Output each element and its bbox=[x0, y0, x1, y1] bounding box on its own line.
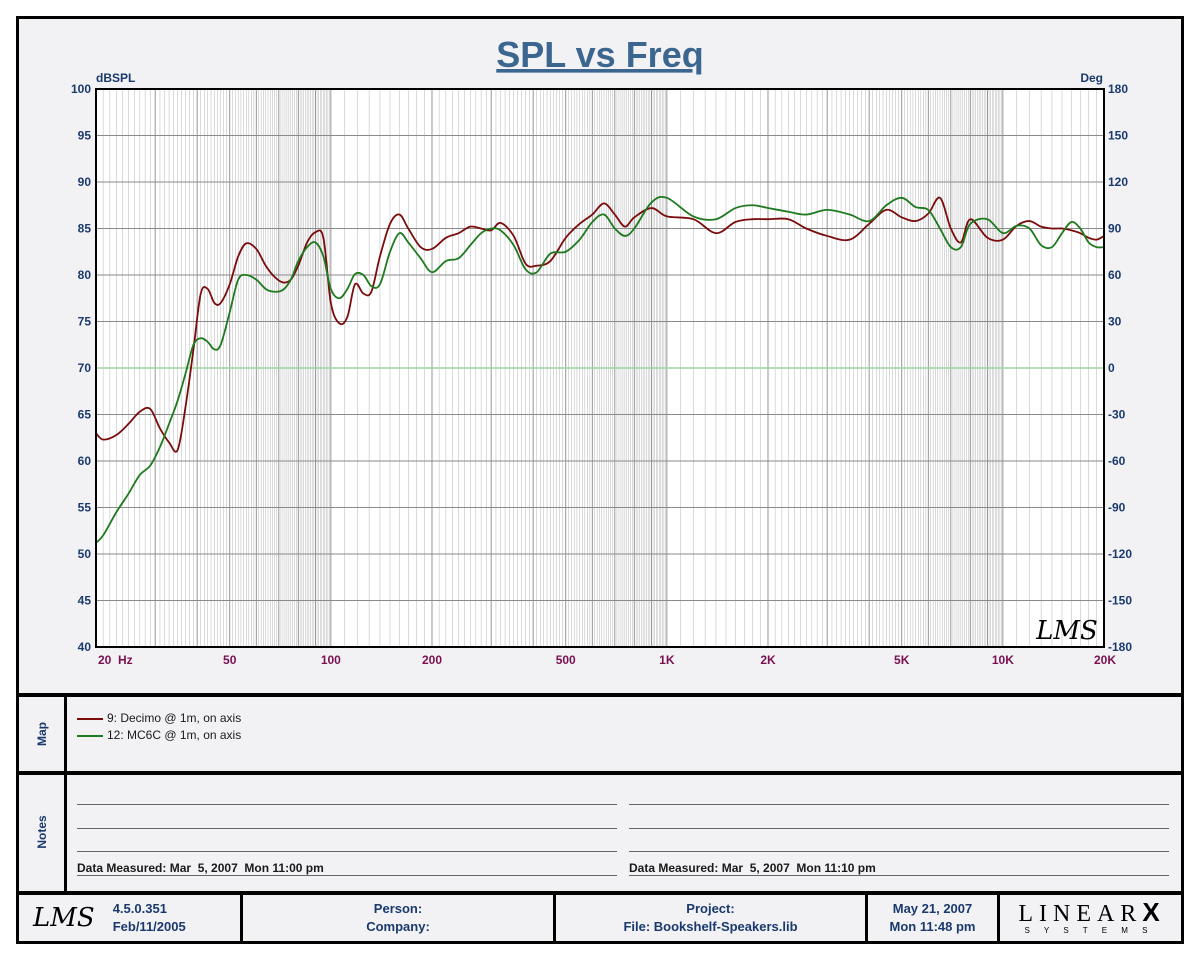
y2-tick-label: 60 bbox=[1108, 268, 1122, 282]
note-line bbox=[77, 851, 617, 852]
y2-tick-label: -60 bbox=[1108, 454, 1126, 468]
map-label: Map bbox=[35, 722, 49, 746]
y-tick-label: 100 bbox=[71, 82, 91, 96]
x-tick-label: 5K bbox=[894, 653, 910, 667]
note-line bbox=[629, 851, 1169, 852]
footer-date-cell: May 21, 2007 Mon 11:48 pm bbox=[868, 895, 997, 941]
x-tick-label: 20K bbox=[1094, 653, 1116, 667]
linearx-logo: LINEARX S Y S T E M S bbox=[1000, 895, 1178, 941]
chart-title: SPL vs Freq bbox=[496, 34, 703, 75]
series-lines bbox=[95, 195, 1105, 544]
y-tick-label: 55 bbox=[78, 501, 92, 515]
separator-notes-top bbox=[19, 771, 1181, 775]
y2-tick-label: -120 bbox=[1108, 547, 1132, 561]
y-tick-label: 95 bbox=[78, 129, 92, 143]
notes-panel: Notes Data Measured: Mar 5, 2007 Mon 11:… bbox=[19, 775, 1181, 891]
linearx-subtitle: S Y S T E M S bbox=[1024, 926, 1154, 935]
lms-logo: LMS bbox=[33, 903, 95, 933]
linearx-x-icon: X bbox=[1142, 897, 1160, 927]
note-line bbox=[77, 828, 617, 829]
legend-swatch-decimo bbox=[77, 717, 103, 720]
legend-swatch-mc6c bbox=[77, 734, 103, 737]
report-date: May 21, 2007 bbox=[892, 901, 973, 916]
y-tick-label: 85 bbox=[78, 222, 92, 236]
y2-tick-label: -30 bbox=[1108, 408, 1126, 422]
legend-item-mc6c[interactable]: 12: MC6C @ 1m, on axis bbox=[77, 727, 241, 743]
y-tick-label: 80 bbox=[78, 268, 92, 282]
y2-tick-label: -150 bbox=[1108, 594, 1132, 608]
y-tick-label: 70 bbox=[78, 361, 92, 375]
footer-person-cell: Person: Company: bbox=[243, 895, 553, 941]
footer-divider bbox=[240, 895, 243, 941]
y-tick-label: 40 bbox=[78, 640, 92, 654]
x-tick-label: 20 Hz bbox=[98, 653, 133, 667]
report-time: Mon 11:48 pm bbox=[889, 919, 976, 934]
y2-tick-label: 0 bbox=[1108, 361, 1115, 375]
footer-divider bbox=[997, 895, 1000, 941]
note-line bbox=[629, 875, 1169, 876]
x-ticks: 20 Hz 50 100 200 500 1K 2K 5K 10K 20K bbox=[98, 653, 1116, 667]
lms-watermark: LMS bbox=[1035, 616, 1098, 646]
footer-project-cell: Project: File: Bookshelf-Speakers.lib bbox=[556, 895, 865, 941]
x-tick-label: 200 bbox=[422, 653, 442, 667]
person-label: Person: bbox=[373, 901, 423, 916]
footer-divider bbox=[553, 895, 556, 941]
note-line bbox=[629, 828, 1169, 829]
linearx-brand: LINEAR bbox=[1018, 901, 1143, 927]
y2-tick-label: 120 bbox=[1108, 175, 1128, 189]
y2-tick-label: 150 bbox=[1108, 129, 1128, 143]
spl-chart: SPL vs Freq dBSPL Deg 100 95 90 85 80 75 70 65 6… bbox=[71, 34, 1132, 667]
y2-axis-label: Deg bbox=[1080, 71, 1103, 85]
footer-logo-cell: LMS 4.5.0.351 Feb/11/2005 bbox=[19, 895, 239, 941]
series-line bbox=[95, 196, 1105, 453]
legend-item-decimo[interactable]: 9: Decimo @ 1m, on axis bbox=[77, 710, 241, 726]
y-tick-label: 60 bbox=[78, 454, 92, 468]
y-tick-label: 75 bbox=[78, 315, 92, 329]
note-line bbox=[77, 875, 617, 876]
notes-label: Notes bbox=[35, 815, 49, 849]
y-ticks: 100 95 90 85 80 75 70 65 60 55 50 45 40 bbox=[71, 82, 91, 654]
y2-tick-label: 30 bbox=[1108, 315, 1122, 329]
legend-panel-divider bbox=[64, 697, 67, 771]
note-measured-right: Data Measured: Mar 5, 2007 Mon 11:10 pm bbox=[629, 861, 876, 875]
build-date: Feb/11/2005 bbox=[112, 919, 186, 934]
series-line bbox=[95, 195, 1105, 544]
grid-lines bbox=[96, 89, 1104, 647]
separator-legend-top bbox=[19, 693, 1181, 697]
x-tick-label: 1K bbox=[659, 653, 675, 667]
x-tick-label: 2K bbox=[760, 653, 776, 667]
legend-label-decimo: 9: Decimo @ 1m, on axis bbox=[107, 711, 242, 725]
report-frame: SPL vs Freq dBSPL Deg 100 95 90 85 80 75 70 65 6… bbox=[16, 16, 1184, 944]
x-tick-label: 10K bbox=[992, 653, 1014, 667]
y2-tick-label: -180 bbox=[1108, 640, 1132, 654]
x-tick-label: 50 bbox=[223, 653, 237, 667]
company-label: Company: bbox=[366, 919, 430, 934]
y-tick-label: 65 bbox=[78, 408, 92, 422]
y-tick-label: 45 bbox=[78, 594, 92, 608]
y2-ticks: 180 150 120 90 60 30 0 -30 -60 -90 -120 -150 -180 bbox=[1108, 82, 1132, 654]
y2-tick-label: 90 bbox=[1108, 222, 1122, 236]
project-label: Project: bbox=[686, 901, 735, 916]
plot-border bbox=[95, 88, 1105, 648]
note-line bbox=[629, 804, 1169, 805]
separator-footer-top bbox=[19, 891, 1181, 895]
y2-tick-label: -90 bbox=[1108, 501, 1126, 515]
x-tick-label: 500 bbox=[556, 653, 576, 667]
x-tick-label: 100 bbox=[321, 653, 341, 667]
version-number: 4.5.0.351 bbox=[112, 901, 167, 916]
y-axis-label: dBSPL bbox=[96, 71, 135, 85]
note-measured-left: Data Measured: Mar 5, 2007 Mon 11:00 pm bbox=[77, 861, 324, 875]
y2-tick-label: 180 bbox=[1108, 82, 1128, 96]
notes-panel-divider bbox=[64, 775, 67, 891]
file-label: File: Bookshelf-Speakers.lib bbox=[623, 919, 798, 934]
y-tick-label: 90 bbox=[78, 175, 92, 189]
note-line bbox=[77, 804, 617, 805]
footer-bar: LMS 4.5.0.351 Feb/11/2005 Person: Compan… bbox=[19, 895, 1181, 941]
y-tick-label: 50 bbox=[78, 547, 92, 561]
legend-panel: Map 9: Decimo @ 1m, on axis 12: MC6C @ 1… bbox=[19, 697, 1181, 771]
footer-divider bbox=[865, 895, 868, 941]
legend-label-mc6c: 12: MC6C @ 1m, on axis bbox=[107, 728, 242, 742]
